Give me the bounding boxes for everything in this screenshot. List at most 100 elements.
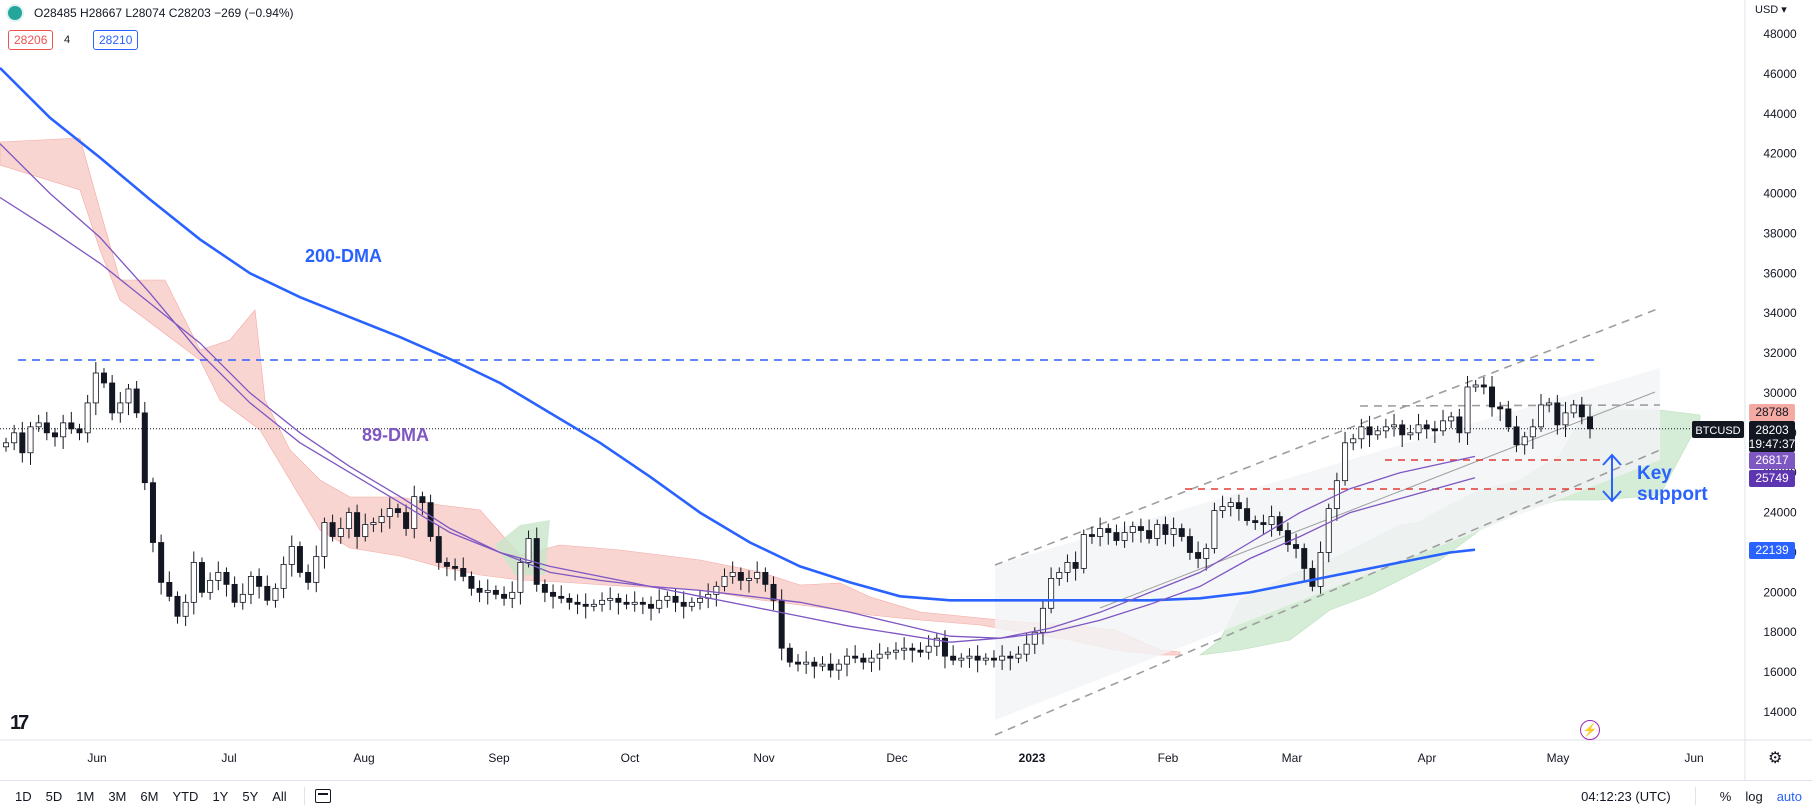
candle xyxy=(974,645,981,673)
candle xyxy=(509,581,516,609)
candle xyxy=(1015,646,1022,664)
lightning-icon[interactable]: ⚡ xyxy=(1580,720,1600,740)
candle xyxy=(950,645,957,666)
candle xyxy=(198,557,205,598)
svg-text:19:47:37: 19:47:37 xyxy=(1749,437,1796,451)
price-tick-label: 18000 xyxy=(1763,625,1797,639)
candle xyxy=(1431,420,1438,443)
candle xyxy=(1129,521,1136,543)
price-tick-label: 42000 xyxy=(1763,147,1797,161)
candle xyxy=(1080,529,1087,574)
timeframe-6m[interactable]: 6M xyxy=(140,788,159,804)
key-support-label-1: Key xyxy=(1637,463,1672,484)
symbol-tag: BTCUSD xyxy=(1692,421,1744,438)
candle xyxy=(264,575,271,606)
timeframe-1d[interactable]: 1D xyxy=(15,788,32,804)
dma200-price-tag: 22139 xyxy=(1749,542,1795,559)
price-chart[interactable]: 1400016000180002000022000240002600028000… xyxy=(0,0,1812,780)
candle xyxy=(158,534,165,595)
candle xyxy=(1538,393,1545,432)
candle xyxy=(256,568,263,599)
timeframe-all[interactable]: All xyxy=(272,788,287,804)
tradingview-logo[interactable]: 17 xyxy=(10,712,29,734)
candle xyxy=(852,645,859,664)
utc-clock[interactable]: 04:12:23 (UTC) xyxy=(1581,788,1671,804)
price-tick-label: 36000 xyxy=(1763,266,1797,280)
candle xyxy=(656,589,663,614)
candle xyxy=(558,585,565,604)
market-status-icon[interactable] xyxy=(8,6,22,20)
candle xyxy=(321,517,328,569)
timeframe-1m[interactable]: 1M xyxy=(76,788,95,804)
time-tick-label: 2023 xyxy=(1019,751,1046,765)
bottom-toolbar: 1D 5D 1M 3M 6M YTD 1Y 5Y All 04:12:23 (U… xyxy=(0,780,1812,811)
timeframe-5d[interactable]: 5D xyxy=(45,788,63,804)
time-tick-label: Mar xyxy=(1282,751,1303,765)
candle xyxy=(1472,379,1479,392)
price-tick-label: 20000 xyxy=(1763,585,1797,599)
auto-scale-toggle[interactable]: auto xyxy=(1776,788,1802,804)
price-tick-label: 48000 xyxy=(1763,27,1797,41)
candle xyxy=(966,648,973,668)
candle xyxy=(1284,522,1291,552)
candle xyxy=(1195,541,1202,569)
currency-label: USD xyxy=(1755,4,1779,16)
channel-line xyxy=(994,449,1661,736)
candle xyxy=(574,594,581,615)
candle xyxy=(1260,514,1267,535)
candle xyxy=(3,437,9,452)
candle xyxy=(1097,517,1104,547)
candle xyxy=(1072,551,1079,581)
candle xyxy=(1088,526,1095,544)
percent-toggle[interactable]: % xyxy=(1719,788,1732,804)
candle xyxy=(272,583,279,608)
candle xyxy=(354,504,361,549)
gear-icon[interactable]: ⚙ xyxy=(1768,750,1783,767)
candle xyxy=(1252,515,1259,530)
time-tick-label: Sep xyxy=(488,751,510,765)
buy-price-button[interactable]: 28210 xyxy=(93,30,139,50)
candle xyxy=(1529,418,1536,449)
candle xyxy=(207,572,214,600)
candle xyxy=(329,514,336,542)
ohlc-values: O28485 H28667 L28074 C28203 −269 (−0.94%… xyxy=(34,6,294,20)
time-tick-label: Jun xyxy=(1684,751,1703,765)
candle xyxy=(737,567,744,591)
time-tick-label: Feb xyxy=(1158,751,1179,765)
candle xyxy=(1407,424,1414,440)
channel-midline xyxy=(1099,391,1656,609)
candle xyxy=(1170,517,1177,547)
candle xyxy=(803,651,810,674)
candle xyxy=(1562,401,1569,438)
candle xyxy=(68,411,75,434)
candle xyxy=(19,421,26,463)
toolbar-divider-right xyxy=(1694,787,1696,805)
candle xyxy=(795,654,802,672)
calendar-icon[interactable] xyxy=(314,789,331,803)
sell-price-button[interactable]: 28206 xyxy=(8,30,54,50)
timeframe-3m[interactable]: 3M xyxy=(108,788,127,804)
candle xyxy=(582,593,589,619)
svg-text:BTCUSD: BTCUSD xyxy=(1695,425,1740,437)
timeframe-1y[interactable]: 1Y xyxy=(212,788,229,804)
candle xyxy=(590,599,597,612)
timeframe-5y[interactable]: 5Y xyxy=(242,788,259,804)
candle xyxy=(1211,502,1218,554)
candle xyxy=(1578,396,1585,425)
log-toggle[interactable]: log xyxy=(1745,788,1763,804)
candle xyxy=(1497,401,1504,422)
time-axis[interactable]: Jun Jul Aug Sep Oct Nov Dec 2023 Feb Mar Apr May Jun xyxy=(0,739,1812,765)
candle xyxy=(1023,633,1030,662)
candle xyxy=(1203,543,1210,571)
timeframe-ytd[interactable]: YTD xyxy=(172,788,199,804)
candle xyxy=(1154,519,1161,546)
price-axis[interactable]: 1400016000180002000022000240002600028000… xyxy=(1744,0,1797,780)
candle xyxy=(1440,409,1447,436)
dma89-lower-line xyxy=(0,196,1476,639)
candle xyxy=(1317,541,1324,594)
candle xyxy=(1064,554,1071,583)
candle xyxy=(525,530,532,568)
candle xyxy=(1186,528,1193,560)
currency-selector[interactable]: USD ▾ xyxy=(1755,4,1787,16)
candle xyxy=(746,570,753,593)
